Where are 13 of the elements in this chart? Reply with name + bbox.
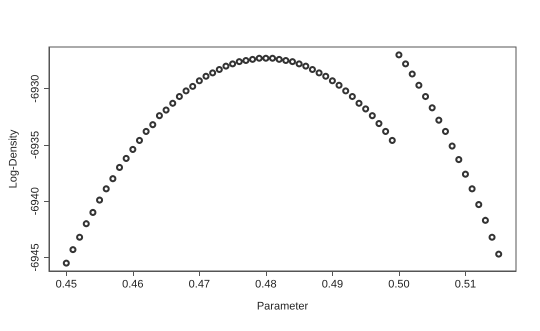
x-tick-label: 0.49: [322, 278, 344, 290]
x-axis-title: Parameter: [256, 300, 309, 312]
x-tick-label: 0.48: [255, 278, 277, 290]
y-tick-label: -6940: [30, 187, 42, 216]
y-tick-label: -6930: [30, 74, 42, 103]
x-tick-label: 0.47: [188, 278, 210, 290]
y-tick-label: -6945: [30, 243, 42, 272]
x-tick-label: 0.46: [122, 278, 144, 290]
y-axis-title: Log-Density: [8, 129, 20, 188]
x-tick-label: 0.51: [454, 278, 476, 290]
x-tick-label: 0.45: [56, 278, 78, 290]
y-tick-label: -6935: [30, 130, 42, 159]
x-tick-label: 0.50: [388, 278, 410, 290]
